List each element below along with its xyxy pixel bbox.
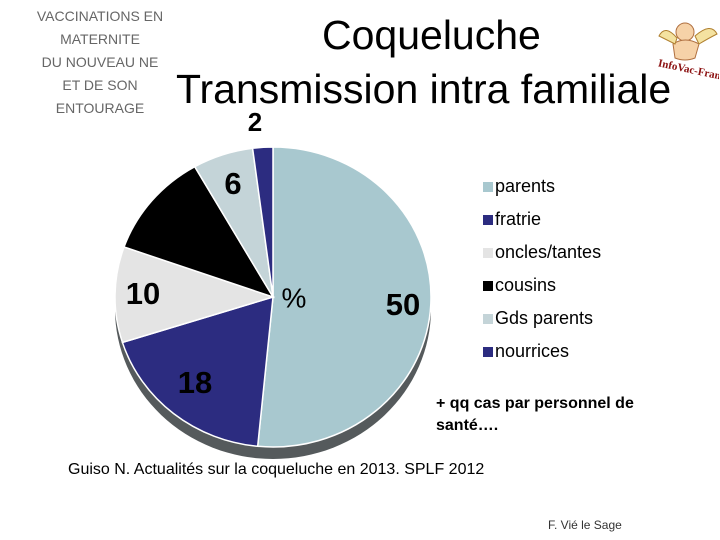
pie-slice-nourrices [251, 146, 274, 298]
legend-label: nourrices [495, 341, 570, 361]
source-citation: Guiso N. Actualités sur la coqueluche en… [68, 461, 485, 478]
data-label-1: 18 [178, 365, 212, 400]
pie-slice-oncles-tantes [114, 246, 276, 344]
page-title-line2: Transmission intra familiale [176, 66, 672, 112]
center-label: % [282, 282, 307, 313]
legend-label: fratrie [495, 209, 542, 229]
legend-item-4: Gds parents [483, 302, 601, 335]
legend-swatch [483, 280, 493, 291]
chart-legend: parents fratrie oncles/tantes cousins Gds pa… [483, 170, 601, 368]
legend-swatch [483, 247, 493, 258]
pie-slice-fratrie [121, 295, 274, 448]
legend-item-0: parents [483, 170, 601, 203]
legend-item-1: fratrie [483, 203, 601, 236]
legend-label: cousins [495, 275, 557, 295]
legend-label: parents [495, 176, 556, 196]
legend-swatch [483, 214, 493, 225]
legend-item-5: nourrices [483, 335, 601, 368]
legend-swatch [483, 313, 493, 324]
pie-slice-cousins [123, 165, 275, 299]
data-label-5: 2 [248, 107, 262, 137]
chart-note: + qq cas par personnel de santé…. [436, 395, 634, 434]
legend-swatch [483, 181, 493, 192]
section-subtitle: VACCINATIONS EN MATERNITE DU NOUVEAU NE … [36, 8, 164, 116]
data-label-2: 10 [126, 276, 160, 311]
page-title-line1: Coqueluche [322, 12, 541, 58]
legend-swatch [483, 346, 493, 357]
legend-item-3: cousins [483, 269, 601, 302]
legend-label: Gds parents [495, 308, 594, 328]
legend-label: oncles/tantes [495, 242, 602, 262]
legend-item-2: oncles/tantes [483, 236, 601, 269]
cherub-logo-icon: InfoVac-France [657, 22, 719, 84]
data-label-0: 50 [386, 287, 420, 322]
pie-slice-parents [256, 146, 432, 448]
data-label-4: 6 [224, 166, 241, 201]
footer-author: F. Vié le Sage [548, 518, 622, 532]
logo-text: InfoVac-France [657, 57, 719, 84]
